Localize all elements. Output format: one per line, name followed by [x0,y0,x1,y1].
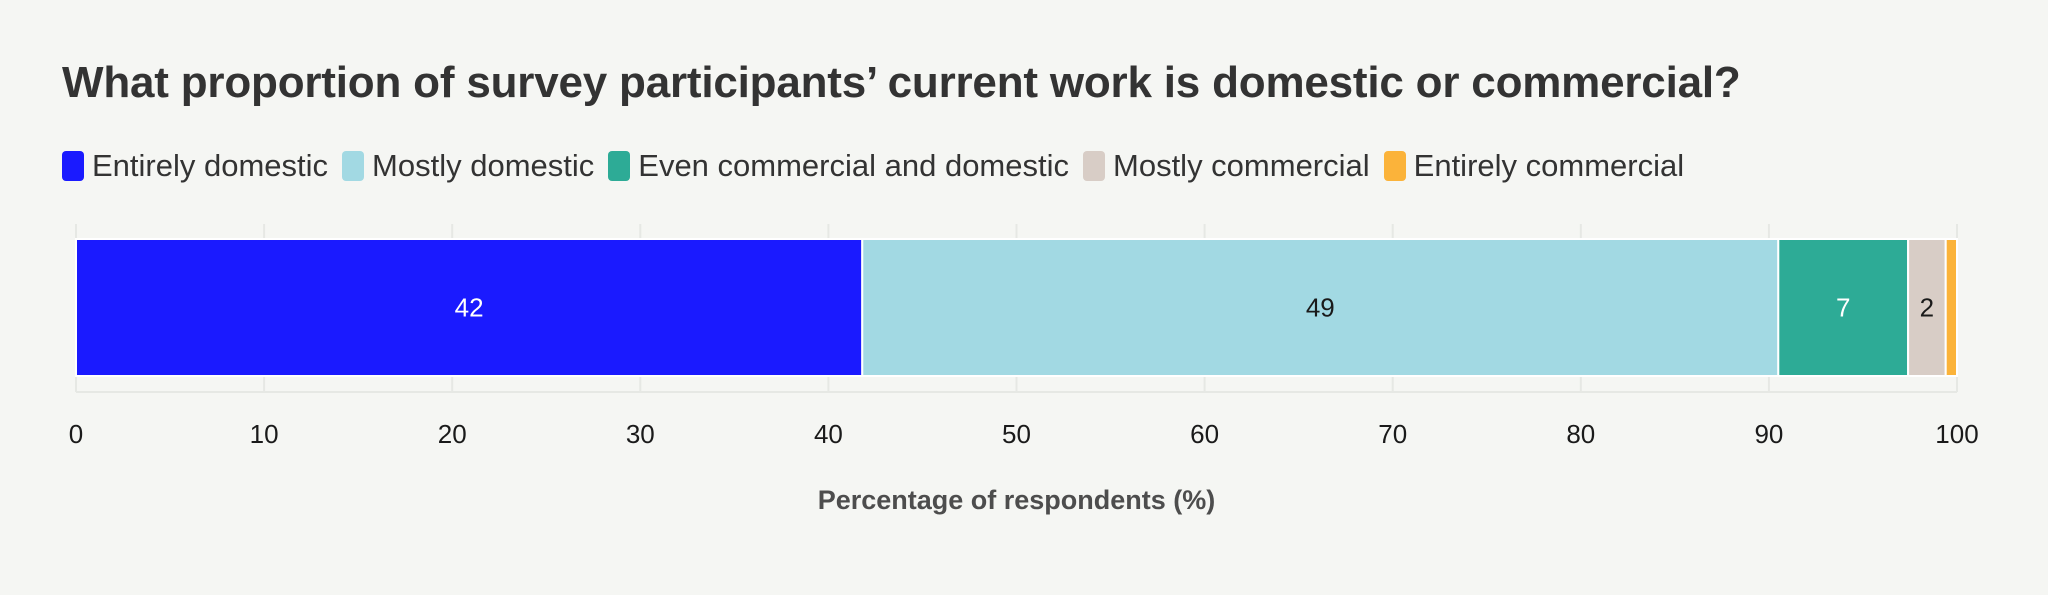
legend-label-mostly-domestic: Mostly domestic [372,148,595,183]
data-label: 2 [1920,293,1934,323]
x-tick-label: 0 [69,419,83,449]
legend-item-mostly-domestic: Mostly domestic [342,148,594,184]
legend-label-mostly-commercial: Mostly commercial [1113,148,1370,183]
legend-item-even-commercial-and-domestic: Even commercial and domestic [608,148,1069,184]
x-tick-label: 90 [1754,419,1783,449]
x-tick-label: 40 [814,419,843,449]
bar-segment [1944,238,1958,377]
data-label: 42 [455,293,484,323]
x-tick-label: 60 [1190,419,1219,449]
legend-label-entirely-commercial: Entirely commercial [1413,148,1685,183]
bar-segment [861,238,1780,377]
legend-label-even-commercial-and-domestic: Even commercial and domestic [638,148,1069,183]
bar-segment [1907,238,1947,377]
legend-item-entirely-commercial: Entirely commercial [1383,148,1685,184]
x-tick-label: 50 [1002,419,1031,449]
bar-segment [75,238,864,377]
legend-swatch-mostly-commercial [1083,151,1105,181]
x-tick-label: 70 [1378,419,1407,449]
legend-swatch-mostly-domestic [342,151,365,181]
chart-title: What proportion of survey participants’ … [62,58,1741,107]
x-tick-label: 20 [438,419,467,449]
data-label: 7 [1836,293,1850,323]
legend-swatch-even-commercial-and-domestic [608,151,631,181]
x-tick-label: 80 [1566,419,1595,449]
legend-item-mostly-commercial: Mostly commercial [1083,148,1370,184]
legend-swatch-entirely-commercial [1383,151,1406,181]
legend-swatch-entirely-domestic [62,151,84,181]
x-tick-label: 100 [1935,419,1978,449]
legend-item-entirely-domestic: Entirely domestic [62,148,328,184]
chart-legend: Entirely domestic Mostly domestic Even c… [62,148,1698,184]
x-tick-label: 10 [250,419,279,449]
x-axis-title: Percentage of respondents (%) [818,485,1216,515]
data-label: 49 [1306,293,1335,323]
legend-label-entirely-domestic: Entirely domestic [92,148,329,183]
x-tick-label: 30 [626,419,655,449]
